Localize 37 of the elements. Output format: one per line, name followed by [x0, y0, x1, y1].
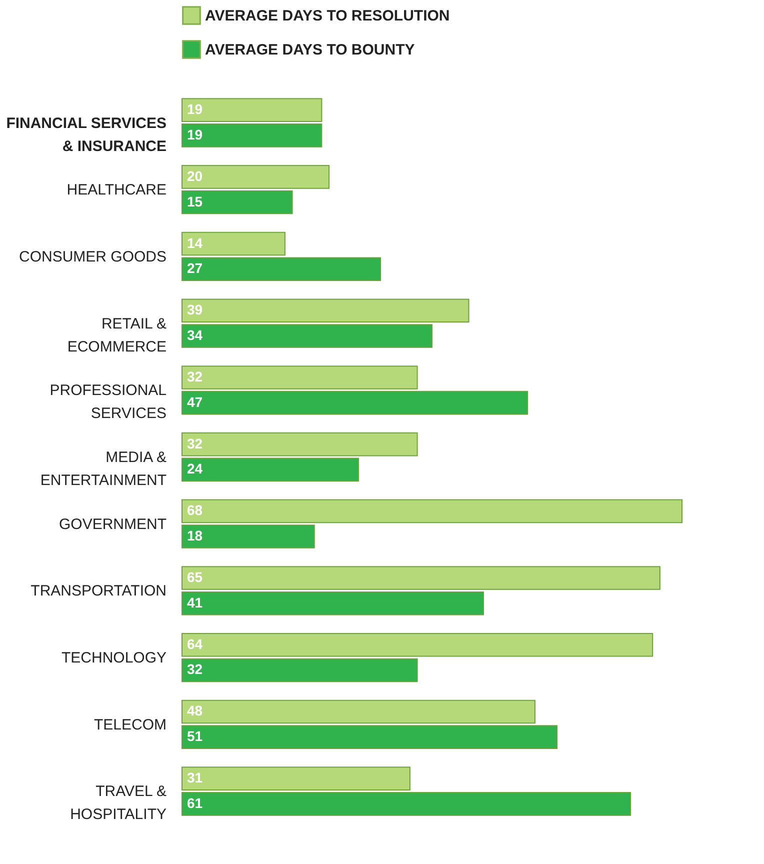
data-label: 68	[187, 502, 203, 518]
y-tick-label: CONSUMER GOODS	[18, 248, 166, 266]
y-tick-label: MEDIA & ENTERTAINMENT	[40, 449, 166, 489]
y-tick-label: FINANCIAL SERVICES & INSURANCE	[6, 114, 166, 155]
y-tick-label: TRAVEL & HOSPITALITY	[70, 783, 166, 824]
data-label: 51	[187, 728, 203, 744]
data-label: 41	[187, 594, 203, 610]
data-label: 32	[187, 661, 203, 678]
y-tick-label: TRANSPORTATION	[30, 582, 166, 600]
legend-label: AVERAGE DAYS TO RESOLUTION	[205, 8, 450, 24]
data-label: 31	[187, 770, 203, 786]
data-label: 65	[187, 569, 203, 586]
data-label: 19	[187, 101, 203, 118]
data-label: 47	[187, 394, 203, 410]
data-label: 24	[187, 460, 203, 477]
data-label: 61	[187, 794, 203, 811]
y-tick-label: PROFESSIONAL SERVICES	[50, 382, 166, 422]
bar	[182, 432, 418, 456]
data-label: 32	[187, 368, 203, 384]
data-label: 18	[187, 528, 203, 544]
data-label: 64	[187, 636, 203, 652]
data-label: 27	[187, 260, 203, 276]
y-tick-label: TECHNOLOGY	[61, 650, 166, 667]
legend-label: AVERAGE DAYS TO BOUNTY	[205, 42, 415, 58]
data-label: 19	[187, 126, 203, 142]
y-tick-label: HEALTHCARE	[66, 182, 166, 199]
bar	[182, 458, 359, 482]
data-label: 39	[187, 302, 203, 318]
data-label: 15	[187, 193, 203, 210]
y-tick-label: TELECOM	[94, 716, 166, 734]
y-tick-label: GOVERNMENT	[58, 516, 166, 533]
data-label: 32	[187, 435, 203, 452]
y-tick-label: RETAIL & ECOMMERCE	[67, 315, 166, 356]
data-label: 20	[187, 168, 203, 184]
data-label: 48	[187, 702, 203, 719]
data-label: 34	[187, 326, 203, 343]
data-label: 14	[187, 234, 203, 251]
